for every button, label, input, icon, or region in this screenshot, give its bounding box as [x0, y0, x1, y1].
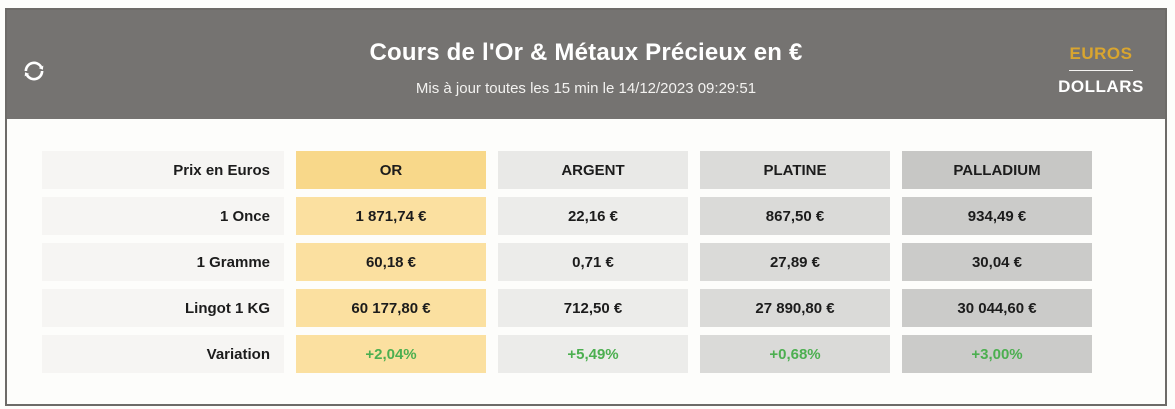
- row-label-lingot: Lingot 1 KG: [42, 289, 284, 327]
- column-header-platine: PLATINE: [700, 151, 890, 189]
- variation-cell-or: +2,04%: [296, 335, 486, 373]
- variation-cell-palladium: +3,00%: [902, 335, 1092, 373]
- currency-toggle: EUROS DOLLARS: [1055, 40, 1147, 101]
- price-cell-argent-lingot: 712,50 €: [498, 289, 688, 327]
- header-text-block: Cours de l'Or & Métaux Précieux en € Mis…: [7, 33, 1165, 97]
- toggle-divider: [1069, 70, 1133, 71]
- row-label-gramme: 1 Gramme: [42, 243, 284, 281]
- refresh-icon: [21, 61, 47, 87]
- variation-cell-argent: +5,49%: [498, 335, 688, 373]
- currency-option-dollars[interactable]: DOLLARS: [1055, 73, 1147, 101]
- price-cell-platine-lingot: 27 890,80 €: [700, 289, 890, 327]
- row-label-variation: Variation: [42, 335, 284, 373]
- column-header-palladium: PALLADIUM: [902, 151, 1092, 189]
- update-timestamp: Mis à jour toutes les 15 min le 14/12/20…: [415, 79, 757, 97]
- page-title: Cours de l'Or & Métaux Précieux en €: [369, 38, 803, 66]
- price-cell-or-once: 1 871,74 €: [296, 197, 486, 235]
- currency-option-euros[interactable]: EUROS: [1055, 40, 1147, 68]
- price-cell-palladium-lingot: 30 044,60 €: [902, 289, 1092, 327]
- widget-header: Cours de l'Or & Métaux Précieux en € Mis…: [7, 10, 1165, 119]
- price-cell-or-gramme: 60,18 €: [296, 243, 486, 281]
- price-table: Prix en Euros OR ARGENT PLATINE PALLADIU…: [42, 151, 1165, 373]
- column-header-or: OR: [296, 151, 486, 189]
- price-cell-or-lingot: 60 177,80 €: [296, 289, 486, 327]
- price-cell-platine-once: 867,50 €: [700, 197, 890, 235]
- gold-price-widget: Cours de l'Or & Métaux Précieux en € Mis…: [5, 8, 1167, 406]
- variation-cell-platine: +0,68%: [700, 335, 890, 373]
- price-cell-platine-gramme: 27,89 €: [700, 243, 890, 281]
- price-cell-argent-gramme: 0,71 €: [498, 243, 688, 281]
- refresh-button[interactable]: [20, 58, 48, 86]
- price-table-wrapper: Prix en Euros OR ARGENT PLATINE PALLADIU…: [7, 119, 1165, 373]
- corner-header-label: Prix en Euros: [42, 151, 284, 189]
- price-cell-palladium-gramme: 30,04 €: [902, 243, 1092, 281]
- row-label-once: 1 Once: [42, 197, 284, 235]
- price-cell-palladium-once: 934,49 €: [902, 197, 1092, 235]
- column-header-argent: ARGENT: [498, 151, 688, 189]
- price-cell-argent-once: 22,16 €: [498, 197, 688, 235]
